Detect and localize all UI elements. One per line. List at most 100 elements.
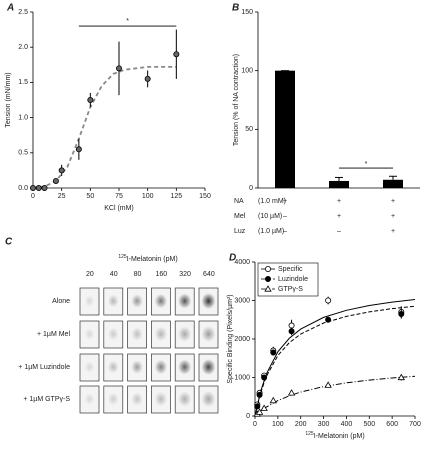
blot-spot: [131, 360, 143, 374]
blot-spot: [84, 393, 95, 405]
x-tick-label: 125: [170, 193, 182, 200]
marker: [288, 328, 295, 335]
marker: [35, 184, 42, 191]
y-tick-label: 3000: [234, 297, 250, 304]
blot-title-text: I-Melatonin (pM): [127, 256, 178, 263]
marker: [116, 65, 123, 72]
blot-column-label: 80: [134, 271, 142, 278]
y-axis-title: Specific Binding (Pixels/µm²): [227, 294, 234, 383]
x-tick-label: 0: [31, 193, 35, 200]
marker: [270, 349, 277, 356]
blot-spot: [154, 359, 168, 375]
legend-label: Specific: [278, 266, 303, 273]
condition-name: Luz: [234, 228, 246, 235]
marker: [75, 146, 82, 153]
marker: [144, 75, 151, 82]
legend-label: Luzindole: [278, 276, 308, 283]
blot-spot: [201, 326, 216, 342]
y-tick-label: 2.0: [18, 44, 28, 51]
x-tick-label: 100: [142, 193, 154, 200]
x-tick-label: 200: [295, 421, 307, 428]
x-tick-label: 300: [318, 421, 330, 428]
blot-column-label: 20: [86, 271, 94, 278]
blot-spot: [84, 361, 95, 373]
x-tick-label: 600: [386, 421, 398, 428]
blot-spot: [107, 294, 119, 308]
blot-spot: [154, 293, 168, 309]
y-tick-label: 2000: [234, 336, 250, 343]
blot-spot: [107, 392, 119, 406]
x-axis-title-sup: 125: [305, 431, 314, 437]
marker: [254, 403, 261, 410]
blot-spot: [131, 327, 143, 341]
x-tick-label: 400: [341, 421, 353, 428]
y-tick-label: 150: [241, 9, 253, 16]
x-tick-label: 500: [363, 421, 375, 428]
blot-spot: [178, 359, 192, 375]
x-tick-label: 150: [199, 193, 211, 200]
blot-title-sup: 125: [118, 254, 127, 260]
blot-column-label: 640: [203, 271, 215, 278]
blot-spot: [178, 391, 192, 407]
panel-letter: A: [6, 3, 14, 14]
y-axis-title: Tension (mN/mm): [5, 72, 12, 127]
condition-dose: (10 µM): [258, 213, 282, 220]
y-tick-label: 0: [246, 413, 250, 420]
condition-sign: –: [283, 228, 287, 235]
x-axis-title: KCl (mM): [104, 205, 134, 212]
x-axis-title-text: KCl (mM): [104, 205, 134, 212]
blot-row-label: + 1µM GTPγ-S: [23, 396, 70, 403]
bar: [275, 70, 295, 188]
blot-column-label: 40: [110, 271, 118, 278]
marker: [269, 396, 277, 404]
blot-title: 125I-Melatonin (pM): [118, 254, 177, 263]
marker: [255, 408, 264, 415]
y-tick-label: 2.5: [18, 9, 28, 16]
x-tick-label: 700: [409, 421, 421, 428]
blot-spot: [201, 359, 216, 375]
blot-spot: [131, 392, 143, 406]
y-tick-label: 50: [245, 126, 253, 133]
fit-line: [254, 375, 416, 417]
condition-dose: (1.0 µM): [258, 228, 284, 235]
marker: [173, 51, 180, 58]
x-tick-label: 50: [86, 193, 94, 200]
marker: [29, 184, 36, 191]
condition-sign: +: [283, 198, 287, 205]
condition-name: NA: [234, 198, 244, 205]
condition-sign: +: [337, 213, 341, 220]
condition-sign: +: [391, 213, 395, 220]
blot-spot: [84, 328, 95, 340]
fit-line: [32, 66, 177, 189]
significance-label: *: [126, 18, 129, 25]
legend-label: GTPγ-S: [278, 286, 303, 293]
panel-letter: D: [229, 253, 236, 264]
panel-letter: C: [5, 237, 13, 248]
blot-spot: [201, 391, 216, 407]
y-axis-title: Tension (% of NA contraction): [233, 54, 240, 146]
marker: [41, 184, 48, 191]
marker: [261, 374, 268, 381]
x-tick-label: 75: [115, 193, 123, 200]
bracket-label: *: [365, 161, 368, 168]
condition-sign: –: [283, 213, 287, 220]
x-axis-title-text: I-Melatonin (pM): [314, 433, 365, 440]
marker: [397, 373, 405, 381]
x-tick-label: 100: [272, 421, 284, 428]
fit-line: [254, 305, 416, 417]
y-tick-label: 1000: [234, 374, 250, 381]
bar: [383, 179, 403, 188]
y-tick-label: 0.5: [18, 150, 28, 157]
blot-spot: [107, 327, 119, 341]
y-tick-label: 100: [241, 68, 253, 75]
condition-name: Mel: [234, 213, 246, 220]
marker: [398, 310, 405, 317]
y-tick-label: 1.5: [18, 79, 28, 86]
blot-spot: [154, 391, 168, 407]
x-axis-title: 125I-Melatonin (pM): [305, 431, 364, 440]
marker: [325, 316, 332, 323]
marker: [260, 404, 268, 411]
blot-spot: [107, 360, 119, 374]
bar: [329, 180, 349, 188]
